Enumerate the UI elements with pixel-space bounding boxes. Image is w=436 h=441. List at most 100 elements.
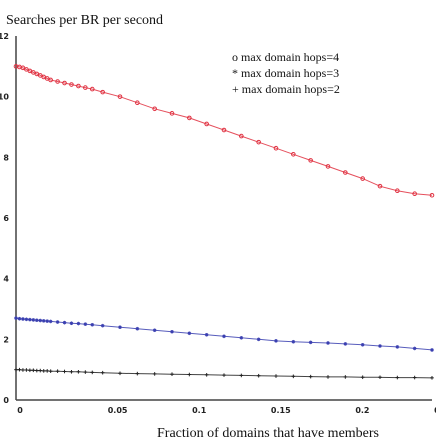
data-point [377,183,383,189]
data-point [118,325,122,329]
data-point [204,373,209,377]
series-line-1 [15,65,433,196]
data-point [308,374,313,379]
data-point [35,368,39,373]
data-point [412,375,417,380]
x-tick-label: 0.1 [192,406,207,415]
data-point [325,164,331,169]
data-point [187,372,192,377]
data-point [274,374,278,378]
plot-frame [15,36,432,401]
data-point [69,369,74,374]
data-point [24,368,29,372]
data-point [118,371,122,376]
data-point [412,346,417,351]
data-point [222,373,226,377]
data-point [274,339,278,343]
data-point [28,368,32,373]
data-point [360,342,365,347]
data-point [239,336,244,340]
data-point [21,368,25,372]
y-tick-label: 8 [3,153,9,162]
data-point [90,322,95,327]
data-point [17,316,22,321]
data-point [395,188,400,193]
data-point [429,192,435,198]
x-tick-label: 0.15 [271,406,291,415]
data-point [187,331,192,336]
data-point [308,340,313,345]
legend-entry-3: + max domain hops=2 [232,82,340,96]
data-point [222,334,226,339]
x-tick-label: 0 [17,406,23,415]
data-point [135,326,140,331]
data-point [41,319,46,323]
data-point [291,152,296,157]
data-point [100,370,105,375]
data-point [412,191,417,197]
y-tick-label: 12 [0,32,9,41]
data-point [117,94,123,99]
data-point [17,367,22,372]
data-point [62,320,67,325]
data-point [395,345,400,349]
data-point [378,375,382,380]
data-point [326,341,330,345]
data-point [38,368,43,373]
data-point [343,375,348,379]
data-point [343,170,348,175]
series-layer [13,64,435,380]
data-point [21,317,25,321]
x-axis-label: Fraction of domains that have members [157,426,379,441]
data-point [35,318,39,323]
data-point [83,370,88,374]
data-point [83,85,88,90]
x-tick-label: 0.25 [434,406,436,415]
data-point [14,316,18,320]
data-point [152,328,157,333]
data-point [76,369,81,374]
data-point [100,323,105,328]
data-point [28,317,32,322]
data-point [24,317,29,322]
data-point [395,375,400,380]
data-point [83,322,88,326]
data-point [326,375,330,379]
data-point [308,158,313,163]
data-point [69,321,74,326]
data-point [378,344,382,348]
data-point [343,342,348,346]
data-point [31,368,36,373]
y-tick-label: 0 [3,396,9,405]
x-tick-label: 0.05 [108,406,128,415]
data-point [89,86,95,92]
x-tick-label: 0.2 [355,406,369,415]
data-point [256,139,261,145]
data-point [291,374,296,379]
data-point [45,319,49,323]
data-point [204,121,209,127]
data-point [170,372,174,377]
data-point [14,367,18,372]
data-point [48,77,53,83]
data-point [100,89,105,95]
data-point [62,369,67,374]
data-point [187,115,192,121]
data-point [430,348,434,352]
y-tick-label: 10 [0,93,9,102]
data-point [48,369,53,373]
data-point [55,320,60,324]
data-point [169,111,175,116]
data-point [41,369,46,373]
data-point [62,80,67,86]
y-tick-label: 2 [3,335,9,344]
data-point [204,332,209,337]
data-point [90,370,95,375]
data-point [256,337,261,342]
y-tick-labels: 0 2 4 6 8 10 12 [0,32,9,405]
data-point [152,106,157,112]
data-point [360,375,365,380]
data-point [170,329,174,334]
data-point [360,176,365,181]
